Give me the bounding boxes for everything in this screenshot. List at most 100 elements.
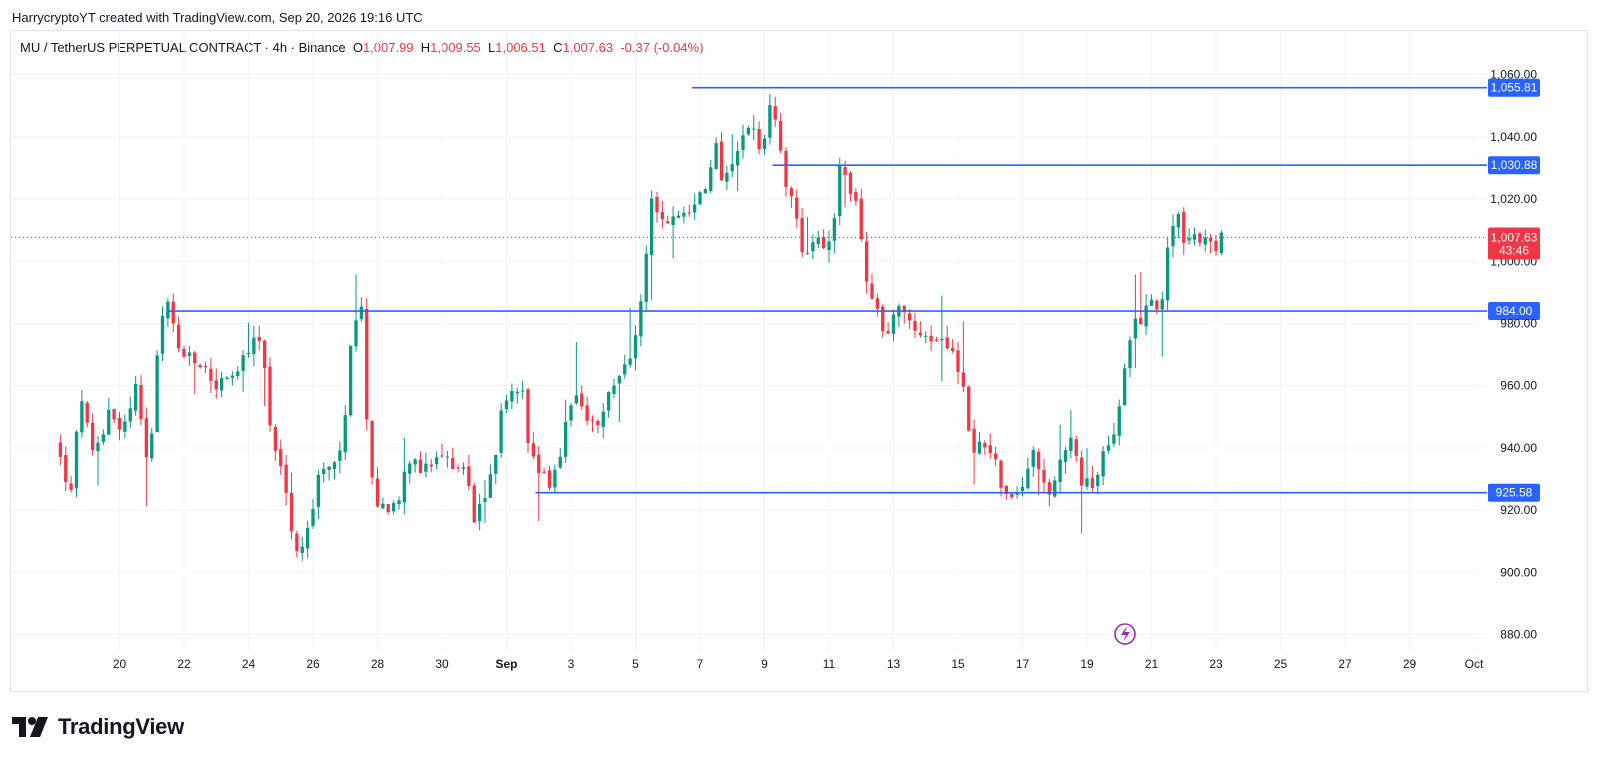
candle-body: [805, 253, 810, 255]
candle-body: [504, 400, 509, 410]
tradingview-brand[interactable]: TradingView: [12, 714, 184, 740]
symbol-name[interactable]: MU / TetherUS PERPETUAL CONTRACT · 4h · …: [20, 40, 346, 55]
price-tick-label: 940.00: [1500, 441, 1537, 455]
candle-body: [558, 456, 562, 468]
candle-body: [762, 138, 767, 150]
candle-body: [397, 500, 401, 505]
candle-body: [606, 392, 611, 411]
current-price-label: 1,007.63: [1491, 231, 1538, 245]
time-tick-label: 9: [761, 657, 768, 671]
candle-body: [574, 395, 579, 404]
candle-body: [848, 172, 853, 194]
candle-body: [875, 298, 880, 309]
candle-body: [311, 508, 315, 526]
time-tick-label: 11: [823, 657, 836, 671]
price-axis: 880.00 900.00 920.00 940.00 960.00 980.00 1,00…: [1490, 68, 1537, 642]
candle-body: [203, 366, 208, 368]
candle-body: [112, 409, 116, 420]
candle-body: [488, 474, 493, 498]
candle-body: [359, 306, 364, 319]
candle-body: [838, 165, 842, 217]
candle-body: [434, 457, 439, 465]
bar-countdown: 43:46: [1499, 244, 1529, 258]
candle-body: [225, 377, 229, 380]
candle-body: [934, 340, 939, 342]
time-axis: 20 22 24 26 28 30 Sep 3 5 7 9 11 13 15 17 19 21 23 25 27 29 O…: [113, 657, 1484, 671]
candle-body: [219, 378, 224, 391]
candle-body: [279, 449, 283, 467]
candle-body: [687, 212, 691, 214]
candle-body: [940, 338, 944, 341]
candle-body: [531, 443, 536, 457]
candle-body: [96, 442, 100, 451]
candle-body: [918, 332, 923, 336]
candle-body: [472, 485, 476, 523]
candle-body: [891, 314, 896, 334]
candle-body: [977, 441, 982, 454]
time-tick-label: 20: [113, 657, 127, 671]
candle-body: [257, 336, 261, 341]
candle-body: [182, 348, 186, 357]
level-price-label: 1,030.88: [1491, 158, 1538, 172]
price-tick-label: 960.00: [1500, 379, 1537, 393]
candle-body: [881, 306, 885, 332]
candle-body: [671, 216, 675, 226]
candle-body: [773, 106, 777, 120]
candle-body: [843, 167, 847, 175]
candle-body: [64, 455, 68, 482]
candle-body: [418, 459, 423, 473]
candle-body: [988, 445, 992, 454]
candle-body: [778, 120, 783, 151]
candle-body: [864, 241, 869, 282]
candle-body: [709, 167, 713, 192]
brand-name: TradingView: [58, 714, 184, 739]
candle-body: [1122, 368, 1127, 406]
candle-body: [1208, 237, 1213, 242]
candle-body: [90, 422, 95, 451]
price-tick-label: 980.00: [1500, 316, 1537, 330]
candle-body: [408, 463, 412, 474]
candle-body: [800, 218, 804, 253]
candle-body: [1090, 477, 1095, 488]
candle-body: [477, 503, 482, 522]
candle-body: [741, 135, 745, 151]
close-label: C: [553, 40, 563, 55]
candle-body: [628, 358, 632, 365]
candle-body: [752, 128, 756, 130]
candle-body: [633, 335, 638, 359]
candle-body: [193, 352, 197, 364]
level-price-tag: [1488, 483, 1540, 502]
candle-body: [553, 469, 557, 488]
time-tick-label: 28: [371, 657, 385, 671]
price-tick-label: 1,020.00: [1490, 192, 1537, 206]
candle-body: [365, 308, 369, 420]
candle-body: [1063, 450, 1068, 462]
candle-body: [187, 352, 192, 356]
candle-body: [327, 466, 331, 471]
candle-body: [494, 454, 498, 474]
candle-body: [827, 241, 831, 251]
candle-body: [402, 471, 407, 503]
candle-body: [322, 468, 326, 475]
candle-body: [284, 464, 288, 493]
lightning-icon[interactable]: [1114, 623, 1136, 645]
candle-body: [381, 503, 385, 509]
candle-body: [1031, 449, 1035, 467]
candle-body: [542, 471, 546, 473]
price-tick-label: 880.00: [1500, 627, 1537, 641]
candle-body: [85, 402, 89, 423]
candle-body: [139, 384, 143, 420]
candle-body: [617, 375, 622, 384]
candle-body: [246, 353, 251, 355]
candle-body: [338, 450, 342, 461]
candle-body: [913, 320, 917, 331]
candle-body: [300, 546, 304, 554]
candle-body: [1074, 439, 1078, 456]
candle-body: [714, 143, 718, 170]
candle-body: [649, 198, 654, 255]
candle-body: [289, 492, 294, 532]
candle-body: [160, 316, 165, 354]
candle-body: [343, 415, 347, 453]
